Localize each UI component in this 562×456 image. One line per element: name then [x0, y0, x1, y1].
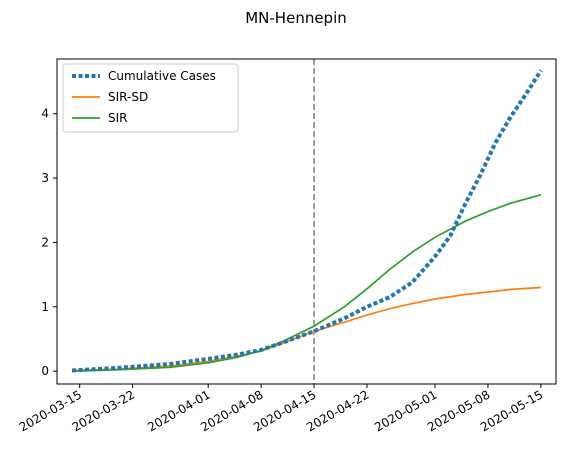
- y-tick-label: 2: [41, 235, 49, 249]
- y-tick-label: 0: [41, 364, 49, 378]
- legend-label: SIR-SD: [108, 90, 148, 104]
- legend-box: [62, 63, 239, 133]
- series-line-cumulative-cases: [71, 69, 543, 373]
- plot-layer: [71, 59, 543, 384]
- chart-title: MN-Hennepin: [245, 9, 347, 27]
- legend-label: Cumulative Cases: [108, 69, 216, 83]
- y-axis: 0 1 2 3 4: [41, 107, 57, 378]
- series-line-sir: [72, 193, 542, 372]
- y-tick-label: 3: [41, 171, 49, 185]
- legend: Cumulative Cases SIR-SD SIR: [62, 63, 239, 133]
- plot-frame: [56, 58, 557, 385]
- y-tick-label: 4: [41, 107, 49, 121]
- y-tick-label: 1: [41, 300, 49, 314]
- series-line-sir-sd: [72, 286, 541, 372]
- legend-label: SIR: [108, 111, 128, 125]
